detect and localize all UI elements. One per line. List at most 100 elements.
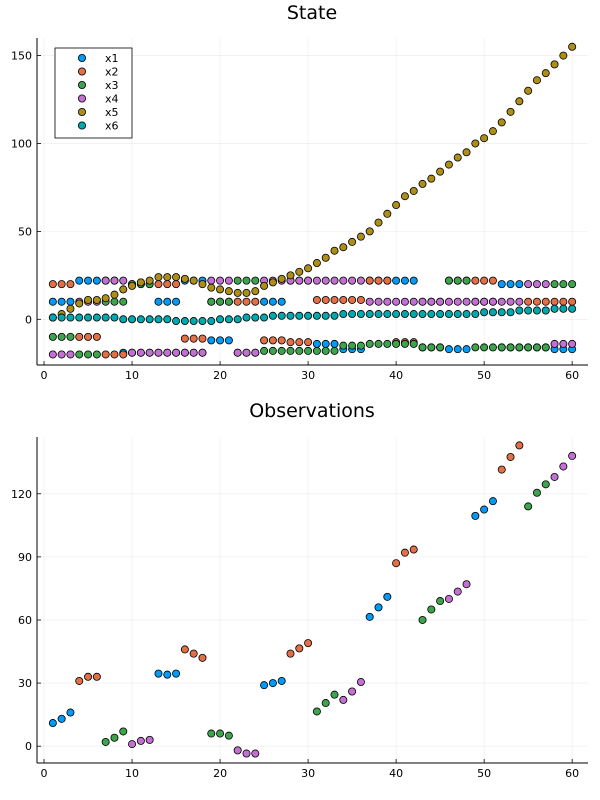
data-point-x5 — [242, 288, 251, 297]
data-point-x2 — [233, 297, 242, 306]
data-point — [66, 708, 75, 717]
y-tick-label: 150 — [11, 50, 32, 63]
data-point-x6 — [295, 311, 304, 320]
data-point-x6 — [66, 313, 75, 322]
data-point-x1 — [277, 297, 286, 306]
data-point — [550, 472, 559, 481]
data-point-x4 — [251, 348, 260, 357]
data-point-x6 — [321, 311, 330, 320]
data-point-x4 — [497, 297, 506, 306]
data-point-x4 — [400, 297, 409, 306]
legend-marker — [78, 54, 87, 63]
data-point-x5 — [233, 288, 242, 297]
data-point — [198, 653, 207, 662]
data-point-x3 — [242, 276, 251, 285]
y-tick-label: 50 — [18, 225, 32, 238]
data-point-x2 — [559, 297, 568, 306]
data-point-x4 — [180, 348, 189, 357]
data-point-x5 — [92, 295, 101, 304]
data-point-x6 — [154, 315, 163, 324]
data-point-x3 — [286, 346, 295, 355]
data-point-x6 — [348, 310, 357, 319]
data-point-x5 — [66, 304, 75, 313]
data-point-x3 — [75, 350, 84, 359]
data-point-x4 — [374, 297, 383, 306]
data-point-x4 — [207, 276, 216, 285]
data-point-x3 — [233, 276, 242, 285]
data-point-x4 — [462, 297, 471, 306]
data-point-x1 — [66, 297, 75, 306]
data-point-x6 — [497, 308, 506, 317]
data-point — [119, 727, 128, 736]
data-point-x2 — [356, 295, 365, 304]
data-point-x6 — [57, 313, 66, 322]
data-point-x5 — [198, 280, 207, 289]
data-point-x5 — [163, 273, 172, 282]
data-point-x5 — [180, 274, 189, 283]
data-point-x6 — [189, 317, 198, 326]
data-point-x3 — [515, 343, 524, 352]
data-point — [356, 678, 365, 687]
data-point-x6 — [224, 315, 233, 324]
data-point-x1 — [497, 280, 506, 289]
data-point-x6 — [260, 313, 269, 322]
data-point-x3 — [506, 343, 515, 352]
data-point — [224, 731, 233, 740]
data-point-x3 — [524, 343, 533, 352]
data-point-x5 — [400, 192, 409, 201]
state-chart: State 0 10 20 30 40 50 60 0 50 100 150 x1x2x3x4x5x… — [11, 2, 588, 382]
data-point — [216, 729, 225, 738]
x-tick-label: 40 — [389, 369, 403, 382]
data-point-x1 — [224, 336, 233, 345]
data-point-x6 — [268, 311, 277, 320]
data-point-x5 — [268, 278, 277, 287]
data-point-x2 — [286, 338, 295, 347]
chart-title: State — [287, 2, 337, 24]
data-point-x6 — [515, 306, 524, 315]
data-point — [400, 548, 409, 557]
data-point — [180, 645, 189, 654]
data-point-x4 — [304, 276, 313, 285]
data-point-x5 — [277, 274, 286, 283]
data-point-x5 — [330, 246, 339, 255]
data-point-x6 — [400, 310, 409, 319]
data-point-x3 — [321, 346, 330, 355]
data-point-x2 — [383, 276, 392, 285]
data-point-x2 — [330, 295, 339, 304]
data-point-x5 — [559, 51, 568, 60]
data-point-x2 — [268, 336, 277, 345]
data-point-x3 — [400, 339, 409, 348]
data-point-x1 — [260, 297, 269, 306]
observations-marks — [48, 441, 577, 758]
legend-label: x5 — [105, 106, 119, 119]
data-point-x6 — [101, 313, 110, 322]
data-point — [92, 672, 101, 681]
data-point-x2 — [524, 297, 533, 306]
data-point-x5 — [365, 227, 374, 236]
data-point — [233, 746, 242, 755]
data-point — [365, 612, 374, 621]
data-point-x4 — [145, 348, 154, 357]
data-point-x4 — [312, 276, 321, 285]
data-point-x2 — [66, 280, 75, 289]
data-point — [427, 605, 436, 614]
legend-marker — [78, 94, 87, 103]
data-point-x5 — [84, 295, 93, 304]
data-point — [444, 594, 453, 603]
data-point-x3 — [568, 280, 577, 289]
data-point-x5 — [154, 273, 163, 282]
data-point-x4 — [550, 339, 559, 348]
data-point-x4 — [321, 276, 330, 285]
data-point-x3 — [339, 341, 348, 350]
observations-axes — [36, 437, 588, 764]
data-point — [48, 719, 57, 728]
data-point-x5 — [541, 69, 550, 78]
data-point-x6 — [488, 308, 497, 317]
data-point-x5 — [392, 201, 401, 210]
data-point — [436, 597, 445, 606]
data-point-x6 — [136, 315, 145, 324]
data-point-x2 — [180, 334, 189, 343]
data-point-x4 — [216, 276, 225, 285]
data-point-x3 — [110, 297, 119, 306]
data-point-x6 — [304, 311, 313, 320]
